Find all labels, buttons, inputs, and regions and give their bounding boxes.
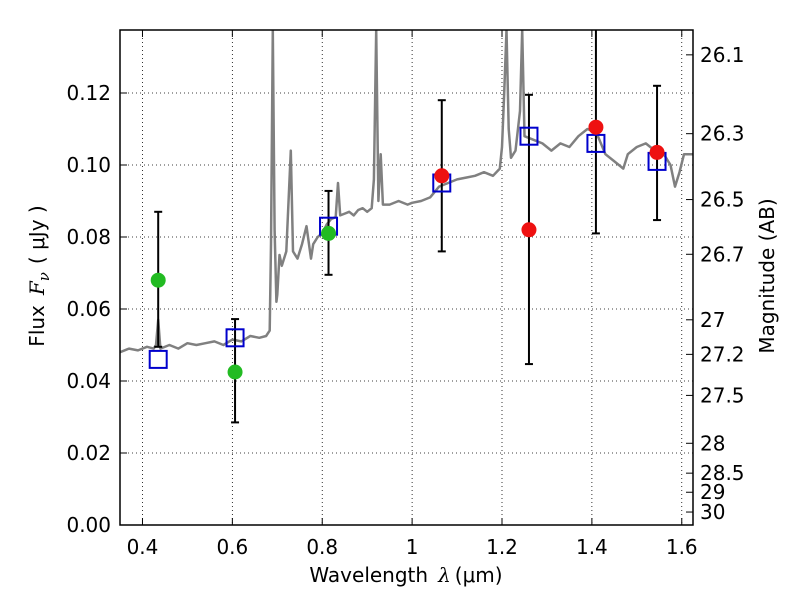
square-marker: [519, 126, 539, 146]
x-tick-label: 0.6: [216, 535, 248, 559]
y2-tick-label: 28.5: [700, 461, 745, 485]
error-bars: [154, 30, 662, 424]
y2-axis-label: Magnitude (AB): [755, 198, 779, 353]
y-tick-label: 0.02: [66, 441, 111, 465]
square-marker: [586, 133, 606, 153]
green-point: [321, 225, 337, 241]
model-spectrum: [120, 30, 693, 354]
y2-tick-label: 26.5: [700, 188, 745, 212]
red-point: [649, 144, 665, 160]
x-tick-label: 1.2: [486, 535, 518, 559]
y-tick-label: 0.00: [66, 513, 111, 537]
y2-tick-label: 27.2: [700, 342, 745, 366]
green-point: [150, 272, 166, 288]
axis-ticks: 0.4 0.6 0.8 1 1.2 1.4 1.6 0.00 0.02 0.04 0.06 0.08 0…: [66, 30, 745, 559]
y2-tick-label: 26.3: [700, 122, 745, 146]
y2-tick-label: 27: [700, 308, 725, 332]
y2-tick-label: 30: [700, 500, 725, 524]
y-tick-label: 0.06: [66, 297, 111, 321]
data-markers: [148, 119, 667, 380]
red-point: [434, 168, 450, 184]
y2-tick-label: 28: [700, 431, 725, 455]
y2-tick-label: 27.5: [700, 383, 745, 407]
plot-frame: [119, 29, 694, 526]
red-point: [588, 119, 604, 135]
x-tick-label: 0.8: [306, 535, 338, 559]
y-axis-label: FluxFν( μJy ): [25, 205, 53, 346]
x-tick-label: 0.4: [127, 535, 159, 559]
y2-tick-label: 26.7: [700, 242, 745, 266]
x-tick-label: 1.6: [666, 535, 698, 559]
red-point: [521, 222, 537, 238]
x-tick-label: 1: [406, 535, 419, 559]
grid-lines: [120, 30, 693, 525]
y2-tick-label: 26.1: [700, 43, 745, 67]
y-tick-label: 0.12: [66, 81, 111, 105]
model-spectrum-line: [120, 30, 693, 354]
green-point: [227, 364, 243, 380]
y-tick-label: 0.08: [66, 225, 111, 249]
y-tick-label: 0.10: [66, 153, 111, 177]
y2-tick-label: 29: [700, 480, 725, 504]
x-tick-label: 1.4: [576, 535, 608, 559]
x-axis-label: Wavelength λ (μm): [309, 563, 502, 587]
square-marker: [148, 349, 168, 369]
square-marker: [225, 328, 245, 348]
y-tick-label: 0.04: [66, 369, 111, 393]
